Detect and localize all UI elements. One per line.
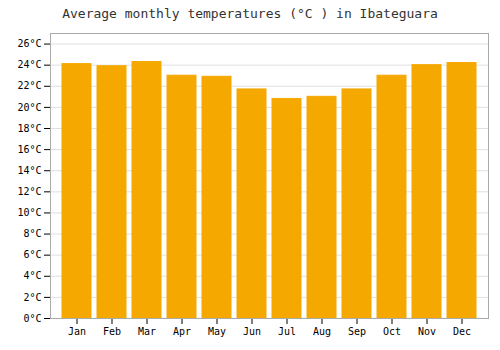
html-text:Average monthly temperatures (: Average monthly temperatures (°C ) in Ib… — [62, 6, 438, 21]
svg-text:May: May — [208, 326, 226, 337]
svg-text:18°C: 18°C — [17, 123, 41, 134]
svg-text:Mar: Mar — [138, 326, 156, 337]
svg-text:Aug: Aug — [313, 326, 331, 337]
svg-text:Feb: Feb — [103, 326, 121, 337]
svg-text:16°C: 16°C — [17, 144, 41, 155]
svg-text:Nov: Nov — [418, 326, 436, 337]
svg-text:10°C: 10°C — [17, 207, 41, 218]
svg-text:4°C: 4°C — [23, 270, 41, 281]
svg-text:Dec: Dec — [453, 326, 471, 337]
svg-text:8°C: 8°C — [23, 228, 41, 239]
svg-text:Oct: Oct — [383, 326, 401, 337]
svg-text:14°C: 14°C — [17, 165, 41, 176]
svg-text:2°C: 2°C — [23, 292, 41, 303]
svg-text:12°C: 12°C — [17, 186, 41, 197]
svg-text:6°C: 6°C — [23, 249, 41, 260]
svg-text:Apr: Apr — [173, 326, 191, 337]
svg-text:Jun: Jun — [243, 326, 261, 337]
svg-text:0°C: 0°C — [23, 313, 41, 324]
svg-text:Jul: Jul — [278, 326, 296, 337]
svg-text:20°C: 20°C — [17, 102, 41, 113]
svg-text:24°C: 24°C — [17, 59, 41, 70]
svg-text:Jan: Jan — [68, 326, 86, 337]
svg-text:Sep: Sep — [348, 326, 366, 337]
svg-text:22°C: 22°C — [17, 80, 41, 91]
svg-text:26°C: 26°C — [17, 38, 41, 49]
